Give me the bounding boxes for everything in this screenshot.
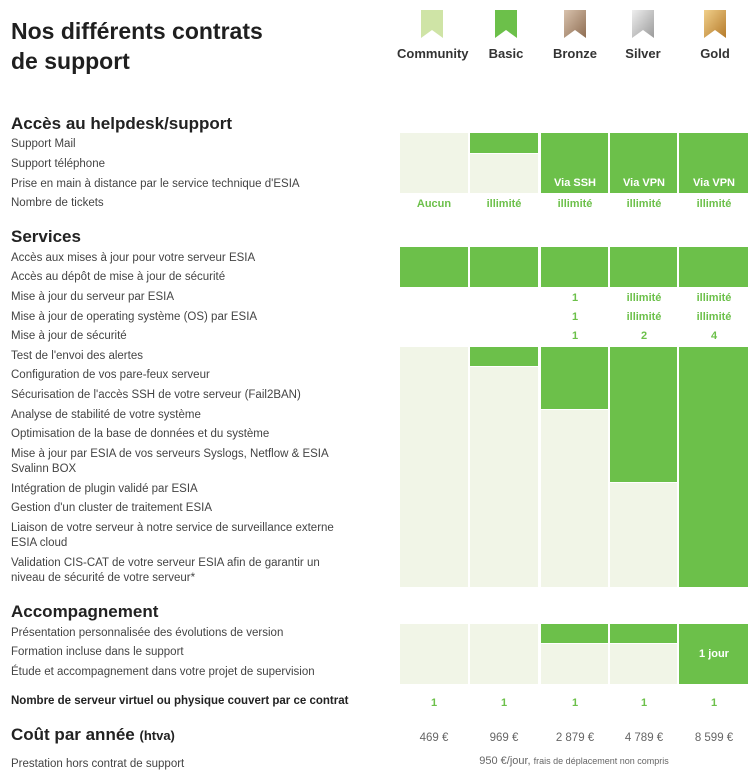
maj-os-bronze: 1 — [571, 311, 579, 323]
tier-name: Community — [397, 46, 469, 61]
section-cout: Coût par année (htva) — [11, 725, 175, 744]
row-acces-depot: Accès au dépôt de mise à jour de sécurit… — [11, 271, 226, 283]
cell-bronze-accomp — [541, 644, 608, 684]
tickets-gold: illimité — [696, 198, 732, 210]
formation-gold: 1 jour — [699, 648, 729, 660]
tier-silver: Silver — [608, 10, 678, 61]
row-presentation: Présentation personnalisée des évolution… — [11, 627, 284, 639]
bookmark-icon — [632, 10, 654, 38]
row-etude: Étude et accompagnement dans votre proje… — [11, 666, 315, 678]
price-bronze: 2 879 € — [555, 732, 595, 744]
row-optimisation: Optimisation de la base de données et du… — [11, 428, 270, 440]
tier-community: Community — [397, 10, 469, 61]
page-title: Nos différents contrats de support — [11, 18, 263, 74]
tier-basic: Basic — [471, 10, 541, 61]
remote-value-gold: Via VPN — [693, 177, 735, 189]
row-prestation: Prestation hors contrat de support — [11, 758, 185, 770]
row-prise-en-main: Prise en main à distance par le service … — [11, 178, 300, 190]
cell-gold-accomp — [679, 624, 748, 684]
row-pare-feux: Configuration de vos pare-feux serveur — [11, 369, 210, 381]
row-ssh: Sécurisation de l'accès SSH de votre ser… — [11, 389, 301, 401]
row-cluster: Gestion d'un cluster de traitement ESIA — [11, 502, 212, 514]
tier-name: Bronze — [552, 46, 598, 61]
tickets-basic: illimité — [486, 198, 522, 210]
row-ciscat: Validation CIS-CAT de votre serveur ESIA… — [11, 557, 320, 584]
cell-bronze-empty — [541, 410, 608, 587]
cell-community-accomp — [400, 624, 468, 684]
maj-securite-bronze: 1 — [571, 330, 579, 342]
maj-serveur-silver: illimité — [626, 292, 662, 304]
tier-name: Silver — [625, 46, 661, 61]
cell-community-updates — [400, 247, 468, 287]
cell-silver-accomp — [610, 644, 677, 684]
section-accompagnement: Accompagnement — [11, 602, 159, 621]
bookmark-icon — [564, 10, 586, 38]
row-servers: Nombre de serveur virtuel ou physique co… — [11, 695, 349, 707]
maj-securite-gold: 4 — [710, 330, 718, 342]
cell-community-services — [400, 347, 468, 587]
cell-bronze-presentation — [541, 624, 608, 643]
row-support-telephone: Support téléphone — [11, 158, 105, 170]
section-helpdesk: Accès au helpdesk/support — [11, 114, 233, 133]
servers-basic: 1 — [500, 697, 508, 709]
price-basic: 969 € — [489, 732, 519, 744]
tier-gold: Gold — [680, 10, 750, 61]
cell-bronze-helpdesk — [541, 133, 608, 193]
row-support-mail: Support Mail — [11, 138, 76, 150]
maj-serveur-bronze: 1 — [571, 292, 579, 304]
row-formation: Formation incluse dans le support — [11, 646, 184, 658]
tier-bronze: Bronze — [540, 10, 610, 61]
cell-basic-updates — [470, 247, 538, 287]
tier-name: Gold — [700, 46, 730, 61]
tickets-silver: illimité — [626, 198, 662, 210]
bookmark-icon — [704, 10, 726, 38]
cell-gold-services — [679, 347, 748, 587]
row-test-alertes: Test de l'envoi des alertes — [11, 350, 143, 362]
row-surveillance: Liaison de votre serveur à notre service… — [11, 522, 334, 549]
row-maj-os: Mise à jour de operating système (OS) pa… — [11, 311, 258, 323]
servers-silver: 1 — [640, 697, 648, 709]
row-maj-securite: Mise à jour de sécurité — [11, 330, 127, 342]
servers-community: 1 — [430, 697, 438, 709]
cell-silver-helpdesk — [610, 133, 677, 193]
cell-bronze-updates — [541, 247, 608, 287]
price-silver: 4 789 € — [624, 732, 664, 744]
presta-price: 950 €/jour, frais de déplacement non com… — [479, 755, 669, 767]
price-gold: 8 599 € — [694, 732, 734, 744]
tickets-community: Aucun — [416, 198, 452, 210]
maj-os-gold: illimité — [696, 311, 732, 323]
row-plugin: Intégration de plugin validé par ESIA — [11, 483, 198, 495]
remote-value-bronze: Via SSH — [554, 177, 596, 189]
cell-community-helpdesk — [400, 133, 468, 193]
tickets-bronze: illimité — [557, 198, 593, 210]
cell-bronze-services — [541, 347, 608, 409]
maj-securite-silver: 2 — [640, 330, 648, 342]
bookmark-icon — [495, 10, 517, 38]
cell-silver-presentation — [610, 624, 677, 643]
row-stabilite: Analyse de stabilité de votre système — [11, 409, 201, 421]
cell-basic-mail — [470, 133, 538, 153]
remote-value-silver: Via VPN — [623, 177, 665, 189]
cell-gold-updates — [679, 247, 748, 287]
cell-silver-empty — [610, 483, 677, 587]
servers-bronze: 1 — [571, 697, 579, 709]
row-nombre-tickets: Nombre de tickets — [11, 197, 104, 209]
cell-basic-phone-remote — [470, 154, 538, 193]
bookmark-icon — [421, 10, 443, 38]
cell-gold-helpdesk — [679, 133, 748, 193]
maj-os-silver: illimité — [626, 311, 662, 323]
maj-serveur-gold: illimité — [696, 292, 732, 304]
row-maj-serveur: Mise à jour du serveur par ESIA — [11, 291, 174, 303]
cell-basic-services — [470, 367, 538, 587]
row-syslogs: Mise à jour par ESIA de vos serveurs Sys… — [11, 448, 329, 475]
servers-gold: 1 — [710, 697, 718, 709]
section-services: Services — [11, 227, 81, 246]
cell-silver-updates — [610, 247, 677, 287]
cell-silver-services — [610, 347, 677, 482]
price-community: 469 € — [419, 732, 449, 744]
cell-basic-alerts — [470, 347, 538, 366]
cell-basic-accomp — [470, 624, 538, 684]
row-acces-maj: Accès aux mises à jour pour votre serveu… — [11, 252, 256, 264]
tier-name: Basic — [488, 46, 524, 61]
